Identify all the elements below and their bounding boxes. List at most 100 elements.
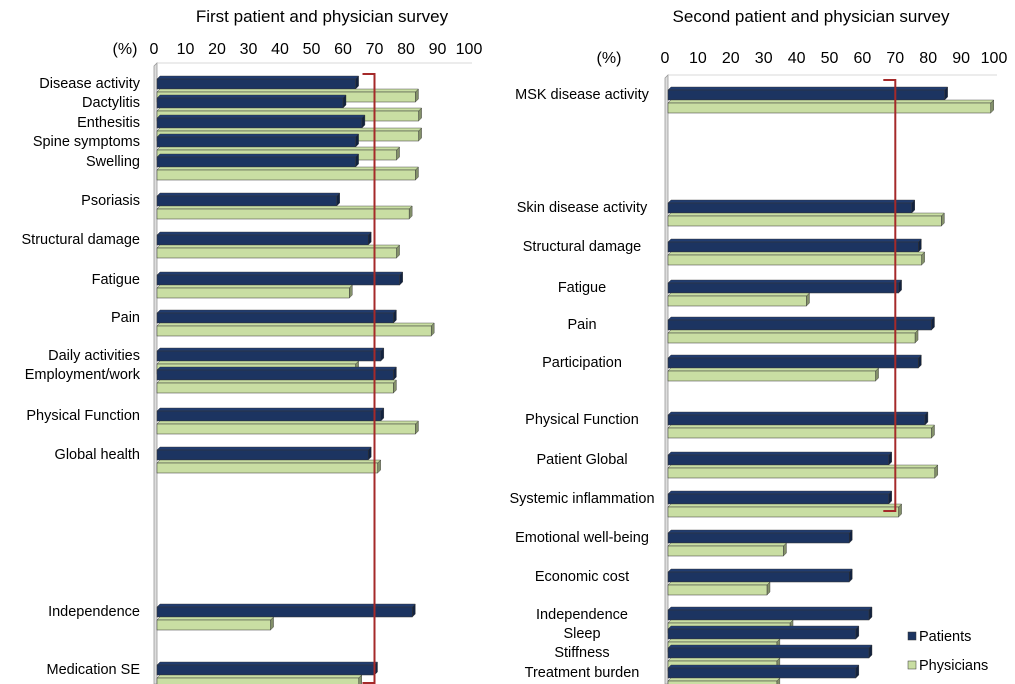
physicians-bar (156, 674, 363, 684)
patients-bar (667, 644, 873, 659)
category-label: Pain (111, 310, 140, 326)
x-tick-label: 20 (722, 50, 740, 67)
patients-legend-swatch (907, 631, 917, 641)
x-tick-label: 90 (952, 50, 970, 67)
physicians-bar (667, 581, 771, 596)
patients-bar (667, 664, 860, 679)
category-label: Fatigue (92, 272, 140, 288)
value-axis-wall (153, 62, 158, 684)
category-label: Swelling (86, 154, 140, 170)
category-label: Physical Function (525, 412, 639, 428)
x-tick-label: 70 (886, 50, 904, 67)
physicians-bar (156, 420, 419, 435)
patients-bar (667, 568, 853, 583)
category-label: Disease activity (39, 76, 140, 92)
category-label: Treatment burden (525, 665, 640, 681)
x-tick-label: 80 (919, 50, 937, 67)
physicians-bar (667, 503, 903, 518)
category-label: Spine symptoms (33, 134, 140, 150)
chart-title: Second patient and physician survey (673, 7, 950, 26)
physicians-bar (667, 329, 919, 344)
x-tick-label: 60 (854, 50, 872, 67)
patients-bar (667, 411, 929, 426)
x-tick-label: 20 (208, 41, 226, 58)
x-tick-label: 30 (755, 50, 773, 67)
patients-bar (667, 529, 853, 544)
category-label: Medication SE (47, 662, 141, 678)
physicians-bar (667, 424, 935, 439)
physicians-legend-swatch (907, 660, 917, 670)
category-label: Psoriasis (81, 193, 140, 209)
patients-bar (156, 309, 397, 324)
category-label: Systemic inflammation (509, 491, 654, 507)
x-tick-label: 60 (334, 41, 352, 58)
physicians-bar (156, 166, 419, 181)
patients-bar (667, 490, 893, 505)
patients-bar (156, 153, 360, 168)
patients-bar (156, 192, 341, 207)
physicians-bar (667, 542, 787, 557)
x-tick-label: 30 (240, 41, 258, 58)
chart-title: First patient and physician survey (196, 7, 449, 26)
category-label: Pain (567, 317, 596, 333)
patients-bar (667, 316, 935, 331)
x-tick-label: 50 (821, 50, 839, 67)
physicians-bar (667, 99, 995, 114)
legend-label: Physicians (919, 658, 988, 674)
x-tick-label: 100 (456, 41, 483, 58)
physicians-bar (156, 616, 275, 631)
patients-bar (156, 603, 416, 618)
physicians-bar (156, 322, 435, 337)
category-label: Dactylitis (82, 95, 140, 111)
patients-bar (667, 279, 903, 294)
patients-bar (156, 661, 378, 676)
x-tick-label: 40 (788, 50, 806, 67)
axis-unit-label: (%) (597, 50, 622, 67)
threshold-bracket (362, 73, 376, 684)
patients-bar (156, 133, 360, 148)
patients-bar (667, 86, 949, 101)
patients-bar (156, 75, 360, 90)
physicians-bar (156, 379, 397, 394)
threshold-bracket (883, 79, 897, 512)
patients-bar (156, 407, 385, 422)
x-tick-label: 70 (366, 41, 384, 58)
x-tick-label: 40 (271, 41, 289, 58)
x-tick-label: 0 (150, 41, 159, 58)
x-tick-label: 10 (177, 41, 195, 58)
category-label: Daily activities (48, 348, 140, 364)
category-label: Economic cost (535, 569, 629, 585)
x-tick-label: 90 (429, 41, 447, 58)
category-label: Stiffness (554, 645, 609, 661)
physicians-bar (156, 459, 382, 474)
physicians-bar (156, 284, 353, 299)
category-label: Participation (542, 355, 622, 371)
category-label: Employment/work (25, 367, 141, 383)
x-tick-label: 10 (689, 50, 707, 67)
physicians-bar (156, 244, 401, 259)
x-tick-label: 50 (303, 41, 321, 58)
category-label: Enthesitis (77, 115, 140, 131)
category-label: Emotional well-being (515, 530, 649, 546)
category-label: Global health (55, 447, 140, 463)
legend-label: Patients (919, 629, 971, 645)
patients-bar (667, 451, 893, 466)
patients-bar (156, 94, 347, 109)
physicians-bar (667, 251, 926, 266)
category-label: MSK disease activity (515, 87, 650, 103)
patients-bar (667, 354, 922, 369)
patients-bar (156, 366, 397, 381)
patients-bar (156, 347, 385, 362)
value-axis-wall (664, 74, 669, 684)
category-label: Fatigue (558, 280, 606, 296)
physicians-bar (667, 677, 781, 684)
patients-bar (667, 238, 922, 253)
physicians-bar (667, 292, 810, 307)
patients-bar (667, 606, 873, 621)
patients-bar (156, 271, 404, 286)
x-tick-label: 0 (661, 50, 670, 67)
physicians-bar (667, 367, 880, 382)
physicians-bar (667, 212, 945, 227)
category-label: Skin disease activity (517, 200, 648, 216)
